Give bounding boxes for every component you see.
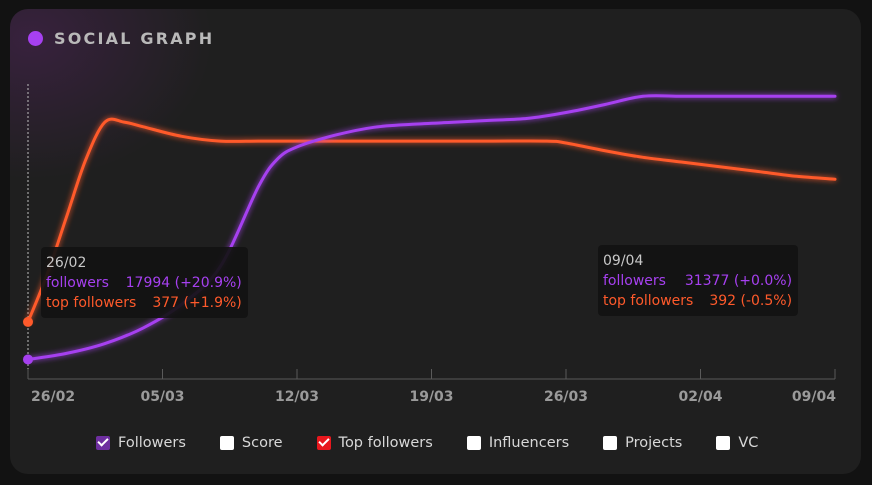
x-tick-label: 09/04: [792, 389, 836, 405]
legend-label: Top followers: [338, 435, 433, 451]
legend-label: Influencers: [488, 435, 570, 451]
tooltip-top-followers-row: top followers 392 (-0.5%): [603, 291, 792, 311]
tooltip-followers-row: followers 31377 (+0.0%): [603, 271, 792, 291]
top-followers-checkbox[interactable]: [316, 436, 331, 450]
chart-legend: Followers Score Top followers Influencer…: [96, 435, 792, 451]
x-tick-label: 19/03: [409, 389, 453, 405]
legend-label: Score: [241, 435, 283, 451]
tooltip-followers-value: 17994 (+20.9%): [125, 275, 242, 291]
projects-checkbox[interactable]: [603, 436, 618, 450]
x-tick-label: 26/02: [31, 389, 75, 405]
card-title: SOCIAL GRAPH: [54, 29, 215, 48]
score-checkbox[interactable]: [219, 436, 234, 450]
top-followers-series-line: [26, 117, 837, 324]
legend-projects-toggle[interactable]: Projects: [603, 435, 682, 451]
tooltip-top-followers-value: 377 (+1.9%): [152, 295, 242, 311]
legend-influencers-toggle[interactable]: Influencers: [466, 435, 570, 451]
tooltip-followers-row: followers 17994 (+20.9%): [46, 273, 242, 293]
x-tick-label: 26/03: [544, 389, 588, 405]
tooltip-top-followers-value: 392 (-0.5%): [709, 293, 793, 309]
tooltip-end: 09/04 followers 31377 (+0.0%) top follow…: [598, 245, 799, 316]
legend-followers-toggle[interactable]: Followers: [96, 435, 186, 451]
tooltip-followers-label: followers: [603, 273, 666, 289]
legend-vc-toggle[interactable]: VC: [716, 435, 758, 451]
followers-series-line: [26, 94, 837, 361]
tooltip-date: 09/04: [603, 253, 644, 269]
tooltip-top-followers-row: top followers 377 (+1.9%): [46, 293, 242, 313]
title-dot-icon: [28, 31, 43, 46]
x-tick-label: 05/03: [140, 389, 184, 405]
x-tick-label: 02/04: [678, 389, 722, 405]
legend-label: Followers: [118, 435, 186, 451]
followers-point-start[interactable]: [23, 354, 33, 365]
tooltip-start: 26/02 followers 17994 (+20.9%) top follo…: [41, 247, 248, 318]
vc-checkbox[interactable]: [716, 436, 731, 450]
influencers-checkbox[interactable]: [466, 436, 481, 450]
legend-label: Projects: [625, 435, 683, 451]
tooltip-followers-label: followers: [46, 275, 109, 291]
line-chart[interactable]: 26/02 05/03 12/03 19/03 26/03 02/04 09/04: [10, 9, 861, 474]
top-followers-point-start[interactable]: [23, 316, 33, 327]
followers-checkbox[interactable]: [96, 436, 110, 450]
social-graph-card: SOCIAL GRAPH 26/02 05/03 12/03 19/03 26/03 02…: [10, 9, 861, 474]
card-header: SOCIAL GRAPH: [28, 29, 214, 48]
tooltip-followers-value: 31377 (+0.0%): [684, 273, 793, 289]
legend-score-toggle[interactable]: Score: [219, 435, 283, 451]
tooltip-top-followers-label: top followers: [46, 295, 137, 311]
legend-label: VC: [738, 435, 759, 451]
tooltip-date: 26/02: [46, 255, 87, 271]
x-tick-label: 12/03: [275, 389, 319, 405]
legend-top-followers-toggle[interactable]: Top followers: [316, 435, 433, 451]
tooltip-top-followers-label: top followers: [603, 293, 694, 309]
